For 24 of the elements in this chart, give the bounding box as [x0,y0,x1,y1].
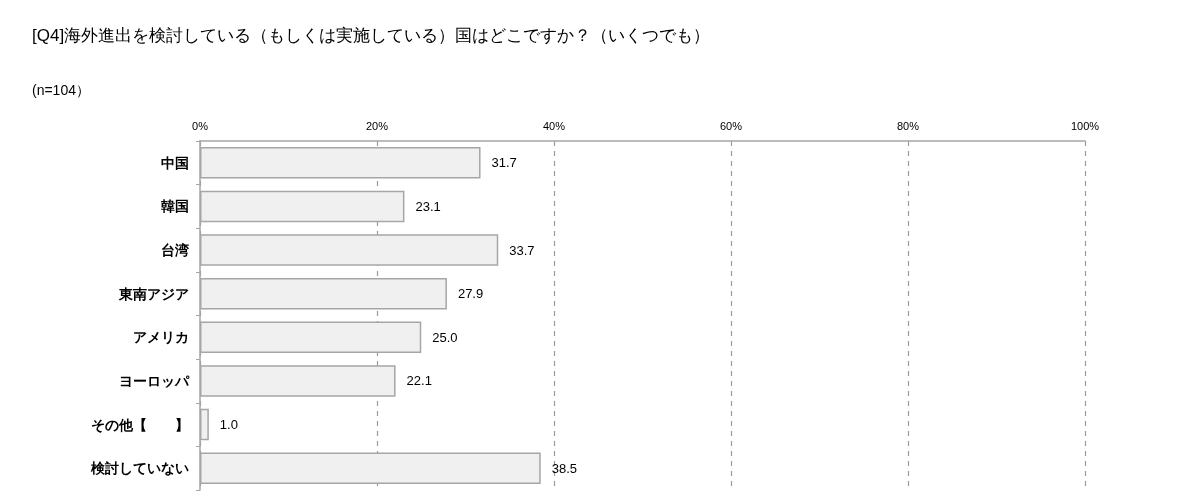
y-tick-label: 検討していない [90,460,189,477]
data-label: 25.0 [432,329,458,345]
y-tick-label: 中国 [161,154,189,171]
text: (n=104） [32,82,90,98]
x-tick-label: 60% [719,119,743,132]
data-label: 31.7 [491,155,517,171]
data-label: 23.1 [415,198,441,214]
x-tick-label: 40% [542,119,566,132]
data-label: 27.9 [457,286,484,302]
data-label: 1.0 [219,417,238,433]
y-tick-label: ヨーロッパ [119,372,190,389]
y-tick-label: 東南アジア [118,285,189,302]
chart-title: [Q4]海外進出を検討している（もしくは実施している）国はどこですか？（いくつでも） [32,26,711,45]
x-tick-label: 80% [896,119,920,132]
y-tick-label: 韓国 [161,198,189,215]
y-tick-label: その他【 】 [91,416,189,433]
y-tick-label: 台湾 [161,242,189,259]
x-tick-label: 100% [1070,119,1100,132]
x-tick-label: 0% [192,119,209,132]
data-label: 33.7 [509,242,535,258]
y-tick-label: アメリカ [133,329,189,346]
x-tick-label: 20% [365,119,389,132]
data-label: 22.1 [406,373,432,389]
data-label: 38.5 [551,460,578,476]
